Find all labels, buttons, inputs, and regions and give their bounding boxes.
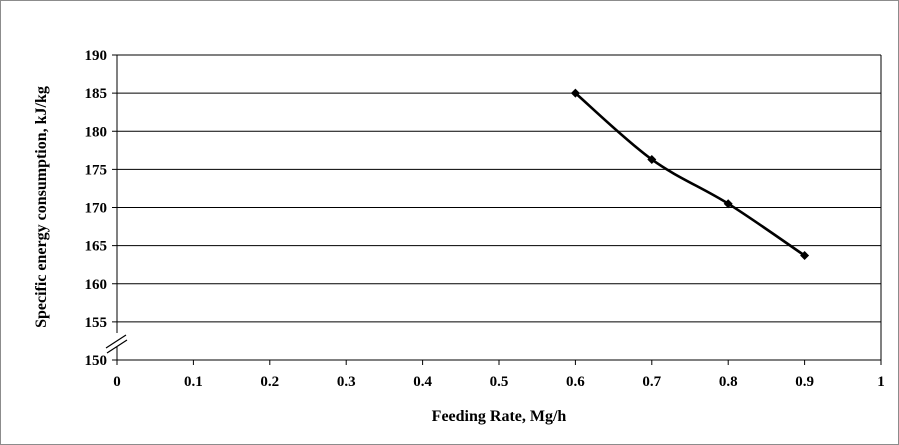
y-tick-label: 165 xyxy=(85,239,108,255)
y-tick-label: 150 xyxy=(85,353,108,369)
data-point-marker xyxy=(570,88,580,98)
y-tick-label: 155 xyxy=(85,315,108,331)
y-axis-title: Specific energy consumption, kJ/kg xyxy=(33,86,50,328)
y-tick-label: 160 xyxy=(85,277,108,293)
data-point-marker xyxy=(800,251,810,261)
x-tick-label: 0.8 xyxy=(719,374,738,390)
x-tick-label: 0 xyxy=(113,374,121,390)
x-tick-label: 0.6 xyxy=(566,374,585,390)
x-axis-title: Feeding Rate, Mg/h xyxy=(432,408,567,425)
data-point-marker xyxy=(723,199,733,209)
y-tick-label: 180 xyxy=(85,124,108,140)
y-tick-label: 170 xyxy=(85,201,108,217)
x-tick-label: 0.2 xyxy=(260,374,279,390)
x-tick-label: 0.3 xyxy=(337,374,356,390)
x-tick-label: 0.7 xyxy=(642,374,661,390)
x-tick-label: 0.5 xyxy=(490,374,509,390)
y-tick-label: 185 xyxy=(85,86,108,102)
series-line xyxy=(574,92,806,257)
x-tick-label: 0.4 xyxy=(413,374,432,390)
y-axis-break-mark xyxy=(105,333,129,354)
x-ticks: 0 0.1 0.2 0.3 0.4 0.5 0.6 0.7 0.8 0.9 1 xyxy=(113,360,885,390)
x-tick-label: 0.1 xyxy=(184,374,203,390)
x-tick-label: 0.9 xyxy=(795,374,814,390)
gridlines xyxy=(117,92,881,323)
x-tick-label: 1 xyxy=(877,374,885,390)
series-group xyxy=(570,88,810,261)
y-tick-label: 190 xyxy=(85,48,108,64)
y-ticks: 150 155 160 165 170 175 180 185 190 xyxy=(85,48,117,369)
y-tick-label: 175 xyxy=(85,162,108,178)
data-point-marker xyxy=(647,154,657,164)
